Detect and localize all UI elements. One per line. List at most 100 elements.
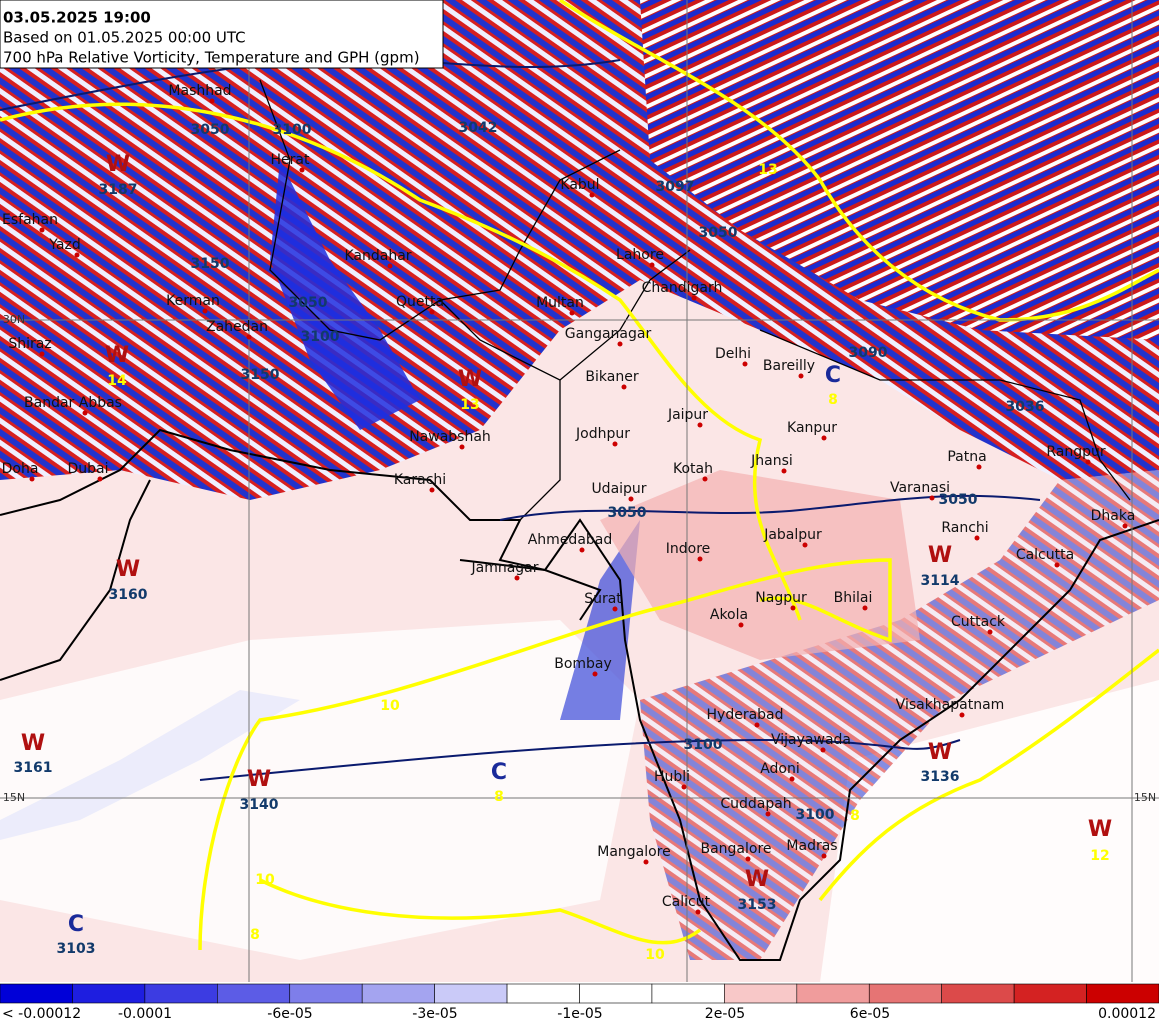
city-dot [862, 605, 868, 611]
city-label: Bikaner [585, 369, 638, 385]
system-value: 3153 [738, 897, 777, 913]
colorbar-label: -1e-05 [557, 1006, 602, 1022]
colorbar-swatch [0, 983, 73, 1004]
city-dot [691, 295, 697, 301]
city-dot [765, 811, 771, 817]
city-dot [299, 167, 305, 173]
colorbar-label: -3e-05 [412, 1006, 457, 1022]
city-label: Lahore [616, 247, 664, 263]
system-kind: W [116, 557, 140, 582]
city-dot [579, 547, 585, 553]
city-label: Jabalpur [763, 527, 822, 543]
city-label: Cuttack [951, 614, 1006, 630]
latitude-label: 15N [3, 791, 25, 804]
city-label: Jhansi [750, 453, 793, 469]
city-label: Jamnagar [470, 560, 538, 576]
city-dot [621, 384, 627, 390]
system-value: 8 [828, 392, 838, 408]
gph-contour-label: 3100 [273, 122, 312, 138]
colorbar: < -0.00012 -0.0001 -6e-05 -3e-05 -1e-05 2e-05… [0, 982, 1159, 1024]
city-label: Kanpur [787, 420, 837, 436]
system-kind: W [105, 343, 129, 368]
gph-contour-label: 3050 [191, 122, 230, 138]
colorbar-label: -0.0001 [118, 1006, 172, 1022]
city-label: Shiraz [8, 336, 51, 352]
system-value: 3140 [240, 797, 279, 813]
city-dot [1085, 459, 1091, 465]
temperature-contour-label: 10 [255, 872, 275, 888]
system-value: 3114 [921, 573, 960, 589]
city-dot [697, 556, 703, 562]
temperature-contour-label: 13 [758, 162, 777, 178]
city-label: Ranchi [941, 520, 988, 536]
city-label: Nagpur [755, 590, 807, 606]
city-dot [974, 535, 980, 541]
latitude-label: 30N [3, 313, 25, 326]
gph-contour-label: 3090 [849, 345, 888, 361]
city-dot [820, 747, 826, 753]
system-kind: W [928, 543, 952, 568]
city-label: Doha [2, 461, 39, 477]
city-dot [617, 341, 623, 347]
gph-contour-label: 3097 [656, 179, 695, 195]
city-dot [821, 853, 827, 859]
city-label: Calicut [662, 894, 711, 910]
gph-contour-label: 3150 [241, 367, 280, 383]
city-dot [1054, 562, 1060, 568]
city-dot [987, 629, 993, 635]
city-dot [1122, 523, 1128, 529]
city-dot [387, 263, 393, 269]
colorbar-swatch [1013, 983, 1087, 1004]
city-label: Bangalore [700, 841, 771, 857]
city-dot [612, 441, 618, 447]
city-dot [74, 252, 80, 258]
city-label: Dhaka [1091, 508, 1136, 524]
city-label: Visakhapatnam [896, 697, 1005, 713]
city-label: Ahmedabad [528, 532, 613, 548]
city-label: Dubai [67, 461, 108, 477]
city-dot [798, 373, 804, 379]
city-dot [459, 444, 465, 450]
gph-contour-label: 3050 [608, 505, 647, 521]
gph-contour-label: 3150 [191, 256, 230, 272]
temperature-contour-label: 8 [250, 927, 260, 943]
city-dot [745, 856, 751, 862]
city-dot [929, 495, 935, 501]
city-label: Bandar Abbas [24, 395, 122, 411]
city-label: Akola [710, 607, 748, 623]
colorbar-label: 6e-05 [850, 1006, 890, 1022]
city-label: Yazd [48, 237, 80, 253]
city-label: Zahedan [206, 319, 268, 335]
city-label: Vijayawada [771, 732, 851, 748]
city-label: Jaipur [667, 407, 708, 423]
city-dot [702, 476, 708, 482]
city-label: Hubli [654, 769, 690, 785]
city-dot [29, 476, 35, 482]
city-label: Udaipur [591, 481, 646, 497]
city-label: Jodhpur [575, 426, 630, 442]
system-kind: W [1088, 817, 1112, 842]
city-label: Bhilai [834, 590, 873, 606]
colorbar-swatch [724, 983, 798, 1004]
system-value: 3161 [14, 760, 53, 776]
city-label: Chandigarh [642, 280, 723, 296]
system-value: 14 [107, 373, 127, 389]
system-kind: C [825, 363, 841, 388]
temperature-contour-label: 10 [645, 947, 665, 963]
city-dot [976, 464, 982, 470]
city-label: Patna [947, 449, 986, 465]
system-value: 3187 [99, 182, 138, 198]
colorbar-swatch [217, 983, 291, 1004]
system-kind: W [247, 767, 271, 792]
city-dot [97, 476, 103, 482]
city-label: Delhi [715, 346, 751, 362]
system-kind: W [106, 152, 130, 177]
header-box: 03.05.2025 19:00 Based on 01.05.2025 00:… [0, 0, 444, 69]
city-label: Quetta [396, 294, 444, 310]
colorbar-label: 2e-05 [705, 1006, 745, 1022]
header-based-on: Based on 01.05.2025 00:00 UTC [3, 29, 246, 47]
city-dot [697, 422, 703, 428]
city-label: Cuddapah [720, 796, 791, 812]
latitude-label: 15N [1134, 791, 1156, 804]
system-kind: C [68, 912, 84, 937]
